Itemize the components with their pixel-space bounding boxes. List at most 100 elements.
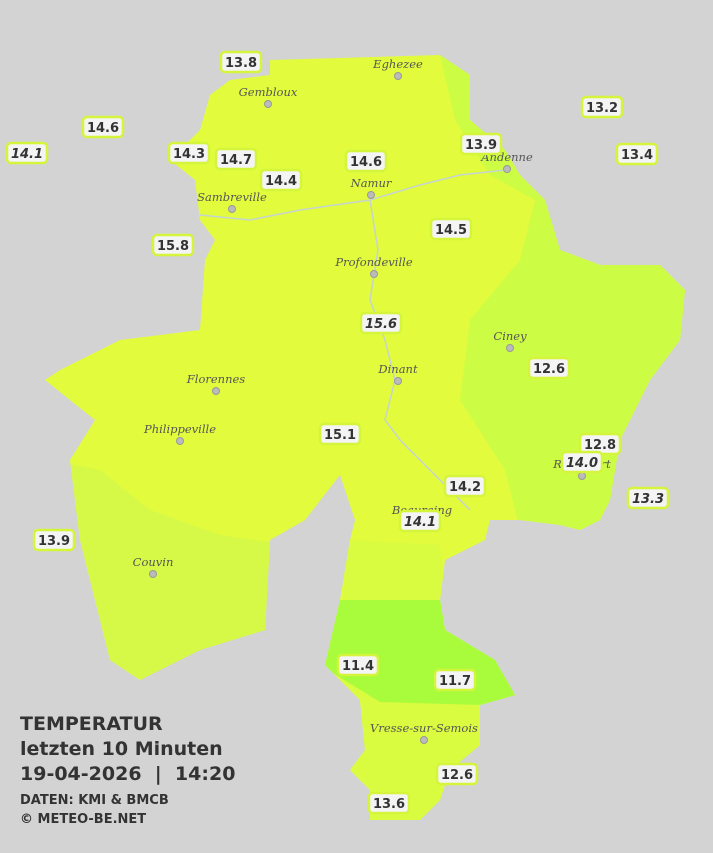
city-dot xyxy=(578,472,586,480)
station-label: 13.6 xyxy=(373,797,405,812)
station-label: 15.6 xyxy=(365,317,397,332)
station-label: 12.8 xyxy=(584,438,616,453)
station-label: 14.5 xyxy=(435,223,467,238)
station-label: 13.9 xyxy=(38,534,70,549)
station-label: 14.6 xyxy=(350,155,382,170)
station-box xyxy=(259,168,303,192)
station-box xyxy=(527,356,571,380)
station-box xyxy=(214,147,258,171)
station-label: 14.1 xyxy=(11,147,43,162)
city-dot xyxy=(212,387,220,395)
station-label: 12.6 xyxy=(533,362,565,377)
station-box xyxy=(167,141,211,165)
station-box xyxy=(560,450,604,474)
city-label: Couvin xyxy=(133,555,174,569)
station-label: 15.8 xyxy=(157,239,189,254)
station: 14.6 xyxy=(81,115,125,139)
city-label: Sambreville xyxy=(197,190,267,204)
station-label: 14.7 xyxy=(220,153,252,168)
city-dot xyxy=(420,736,428,744)
title: TEMPERATUR xyxy=(20,713,163,735)
station-box xyxy=(32,528,76,552)
station: 13.4 xyxy=(615,142,659,166)
station: 13.2 xyxy=(580,95,624,119)
station-label: 13.8 xyxy=(225,56,257,71)
station-box xyxy=(443,474,487,498)
city-label: Ciney xyxy=(493,329,527,343)
copyright: © METEO-BE.NET xyxy=(20,812,146,827)
city-dot xyxy=(506,344,514,352)
station-box xyxy=(151,233,195,257)
station: 15.8 xyxy=(151,233,195,257)
station-label: 13.4 xyxy=(621,148,653,163)
station-label: 14.0 xyxy=(566,456,598,471)
city-label: Namur xyxy=(350,176,393,190)
station: 13.9 xyxy=(459,132,503,156)
station-label: 13.2 xyxy=(586,101,618,116)
station-label: 14.2 xyxy=(449,480,481,495)
station-box xyxy=(336,653,380,677)
station-label: 13.9 xyxy=(465,138,497,153)
station: 14.1 xyxy=(5,141,49,165)
station: 11.7 xyxy=(433,668,477,692)
station-label: 13.3 xyxy=(632,492,664,507)
city-dot xyxy=(370,270,378,278)
city-label: Vresse-sur-Semois xyxy=(370,721,478,735)
station-label: 14.4 xyxy=(265,174,297,189)
station-box xyxy=(429,217,473,241)
city-label: Profondeville xyxy=(334,255,412,269)
station: 14.1 xyxy=(398,509,442,533)
city-dot xyxy=(394,377,402,385)
city-dot xyxy=(367,191,375,199)
station: 15.1 xyxy=(318,422,362,446)
station: 12.6 xyxy=(435,762,479,786)
station-label: 12.6 xyxy=(441,768,473,783)
station-box xyxy=(344,149,388,173)
station: 13.8 xyxy=(219,50,263,74)
city-dot xyxy=(394,72,402,80)
station: 13.3 xyxy=(626,486,670,510)
station-box xyxy=(433,668,477,692)
station-box xyxy=(435,762,479,786)
station: 11.4 xyxy=(336,653,380,677)
city-label: Gembloux xyxy=(239,85,298,99)
station: 15.6 xyxy=(359,311,403,335)
station-label: 11.4 xyxy=(342,659,374,674)
source: DATEN: KMI & BMCB xyxy=(20,793,169,808)
station-box xyxy=(580,95,624,119)
city-label: Philippeville xyxy=(143,422,216,436)
station: 14.4 xyxy=(259,168,303,192)
station: 13.6 xyxy=(367,791,411,815)
station-box xyxy=(459,132,503,156)
station: 12.8 xyxy=(578,432,622,456)
city-label: Florennes xyxy=(186,372,246,386)
station-label: 15.1 xyxy=(324,428,356,443)
station-box xyxy=(398,509,442,533)
city-dot xyxy=(149,570,157,578)
station: 14.3 xyxy=(167,141,211,165)
datetime: 19-04-2026 | 14:20 xyxy=(20,763,235,785)
station: 13.9 xyxy=(32,528,76,552)
station-box xyxy=(626,486,670,510)
subtitle: letzten 10 Minuten xyxy=(20,738,223,760)
station-box xyxy=(359,311,403,335)
city-dot xyxy=(503,165,511,173)
city-dot xyxy=(176,437,184,445)
station: 12.6 xyxy=(527,356,571,380)
city-dot xyxy=(228,205,236,213)
station-box xyxy=(615,142,659,166)
city-dot xyxy=(264,100,272,108)
station-label: 14.1 xyxy=(404,515,436,530)
station-label: 11.7 xyxy=(439,674,471,689)
station: 14.7 xyxy=(214,147,258,171)
station: 14.6 xyxy=(344,149,388,173)
station-box xyxy=(5,141,49,165)
station-box xyxy=(318,422,362,446)
station-label: 14.3 xyxy=(173,147,205,162)
city-label: Eghezee xyxy=(372,57,423,71)
station: 14.0 xyxy=(560,450,604,474)
station: 14.2 xyxy=(443,474,487,498)
station-label: 14.6 xyxy=(87,121,119,136)
legend: TEMPERATUR letzten 10 Minuten 19-04-2026… xyxy=(20,713,235,827)
